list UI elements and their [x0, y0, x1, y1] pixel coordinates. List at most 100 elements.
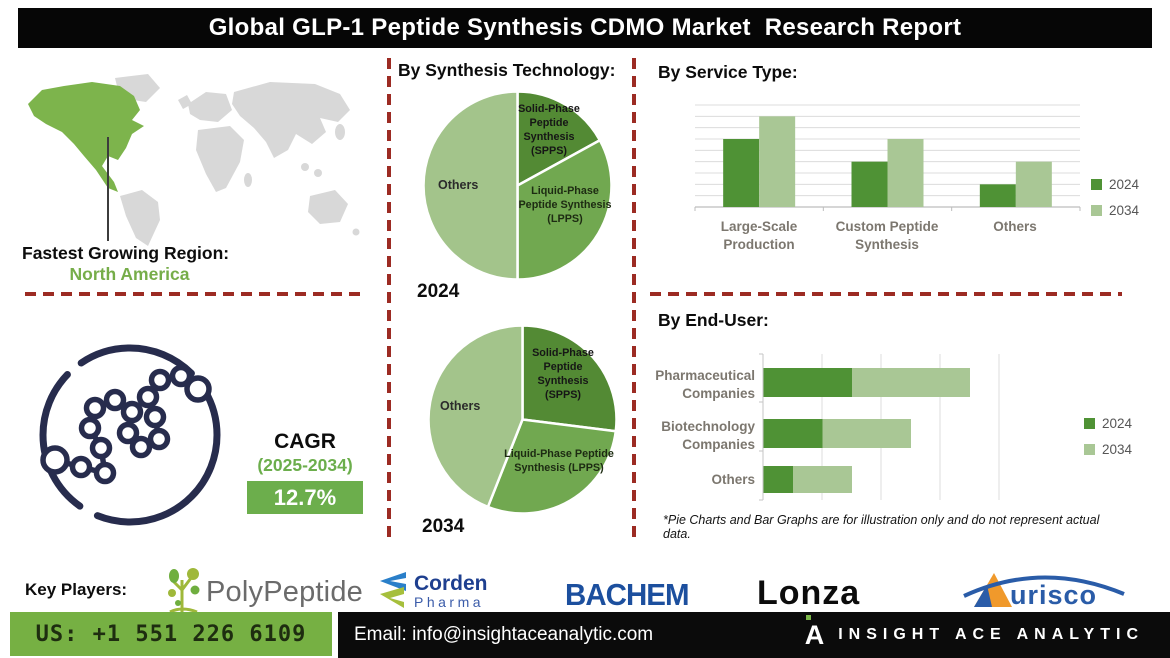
pie-slice: [486, 418, 618, 515]
world-map: [28, 74, 360, 246]
pharma-logo-text: Pharma: [414, 594, 485, 610]
separator-left: [25, 292, 365, 296]
pie-slice: [422, 90, 519, 281]
phone-bar: US: +1 551 226 6109: [10, 612, 332, 656]
enduser-category-3: Others: [711, 472, 755, 487]
pie-slice: [427, 324, 524, 509]
molecule-node: [184, 375, 212, 403]
cagr-value: 12.7%: [273, 484, 337, 510]
bar-2034: [1015, 161, 1052, 207]
brand-mark-letter: A: [804, 619, 825, 650]
pie-2024-label-lpps: Liquid-Phase Peptide Synthesis (LPPS): [518, 185, 612, 226]
molecule-node: [148, 368, 172, 392]
molecule-node: [129, 435, 153, 459]
legend-swatch-2024: [1084, 418, 1095, 429]
map-island-1: [301, 163, 309, 171]
aurisco-icon: [974, 573, 1012, 607]
service-category-3: Others: [993, 219, 1037, 234]
service-legend-2034: 2034: [1091, 203, 1139, 218]
map-south-america: [120, 190, 160, 246]
service-legend-2024: 2024: [1091, 177, 1139, 192]
insight-ace-brand-name: INSIGHT ACE ANALYTIC: [838, 626, 1144, 643]
bar-2034: [759, 116, 796, 207]
stacked-bar-2024: [763, 368, 852, 397]
molecule-node: [93, 461, 117, 485]
legend-swatch-2034: [1084, 444, 1095, 455]
cagr-period: (2025-2034): [257, 455, 353, 475]
map-new-zealand: [352, 228, 360, 236]
email-address: Email: info@insightaceanalytic.com: [354, 624, 654, 645]
pie-slice: [516, 138, 613, 281]
brand-group: A INSIGHT ACE ANALYTIC: [804, 614, 1144, 650]
synthesis-heading: By Synthesis Technology:: [398, 60, 616, 80]
enduser-heading: By End-User:: [658, 310, 769, 330]
corden-pharma-logo: Corden Pharma: [414, 573, 488, 611]
stacked-bar-2024: [763, 419, 823, 448]
lonza-logo: Lonza: [757, 574, 861, 612]
service-heading: By Service Type:: [658, 62, 798, 82]
molecule-node: [120, 400, 144, 424]
pie-2034-label-others: Others: [440, 399, 481, 413]
chart-disclaimer: *Pie Charts and Bar Graphs are for illus…: [663, 513, 1100, 541]
bar-2024: [979, 184, 1016, 207]
stacked-bar-2034: [793, 466, 852, 493]
molecule-node: [103, 388, 127, 412]
molecule-node: [169, 364, 193, 388]
aurisco-arc-icon: [963, 575, 1125, 598]
separator-vertical-1: [387, 58, 391, 540]
corden-pharma-icon: [380, 572, 406, 608]
molecule-node: [147, 427, 171, 451]
molecule-node: [143, 405, 167, 429]
pie-2034-year: 2034: [422, 516, 465, 537]
molecule-node: [89, 436, 113, 460]
legend-label-2024: 2024: [1109, 177, 1140, 192]
molecule-node: [78, 416, 102, 440]
molecule-node: [40, 445, 70, 475]
map-africa: [196, 126, 244, 192]
molecule-ring: [39, 344, 221, 526]
pie-2024-label-spps: Solid-Phase Peptide Synthesis (SPPS): [518, 103, 580, 158]
separator-vertical-2: [632, 58, 636, 540]
polypeptide-logo: PolyPeptide: [206, 576, 363, 608]
pie-2024-year: 2024: [417, 281, 460, 302]
molecule-chain: [40, 364, 212, 485]
map-island-2: [314, 169, 322, 177]
corden-logo-text: Corden: [414, 572, 488, 595]
contact-bar: Email: info@insightaceanalytic.com A INS…: [338, 612, 1170, 658]
fastest-growing-label: Fastest Growing Region:: [22, 243, 230, 263]
page-title: Global GLP-1 Peptide Synthesis CDMO Mark…: [208, 14, 962, 41]
title-bar: Global GLP-1 Peptide Synthesis CDMO Mark…: [18, 8, 1152, 48]
pie-chart-2024: [422, 90, 613, 281]
bachem-logo: BACHEM: [565, 577, 690, 612]
pie-chart-2034: [427, 324, 618, 515]
map-madagascar: [244, 173, 252, 187]
molecule-node: [83, 396, 107, 420]
bar-2024: [851, 161, 888, 207]
map-asia: [232, 82, 350, 158]
legend-label-2024: 2024: [1102, 416, 1133, 431]
map-australia: [308, 190, 348, 224]
molecule-node: [69, 455, 93, 479]
enduser-category-2: Biotechnology Companies: [661, 419, 755, 452]
bar-2034: [887, 139, 924, 207]
stacked-bar-2034: [852, 368, 970, 397]
end-user-bar-chart: [759, 353, 1000, 501]
cagr-value-box: 12.7%: [247, 481, 363, 514]
stacked-bar-2024: [763, 466, 793, 493]
legend-swatch-2024: [1091, 179, 1102, 190]
map-north-america-highlight: [28, 82, 144, 192]
brand-green-dot-icon: [805, 614, 811, 620]
pie-2024-label-others: Others: [438, 178, 479, 192]
aurisco-logo: urisco: [1010, 580, 1098, 610]
polypeptide-icon: [168, 568, 200, 614]
molecule-node: [136, 385, 160, 409]
bar-2024: [723, 139, 760, 207]
legend-swatch-2034: [1091, 205, 1102, 216]
insight-ace-logo-mark: A: [804, 614, 825, 650]
legend-label-2034: 2034: [1102, 442, 1133, 457]
enduser-legend-2024: 2024: [1084, 416, 1132, 431]
enduser-category-1: Pharmaceutical Companies: [655, 368, 755, 401]
separator-right: [650, 292, 1122, 296]
peptide-molecule-icon: [39, 344, 221, 526]
